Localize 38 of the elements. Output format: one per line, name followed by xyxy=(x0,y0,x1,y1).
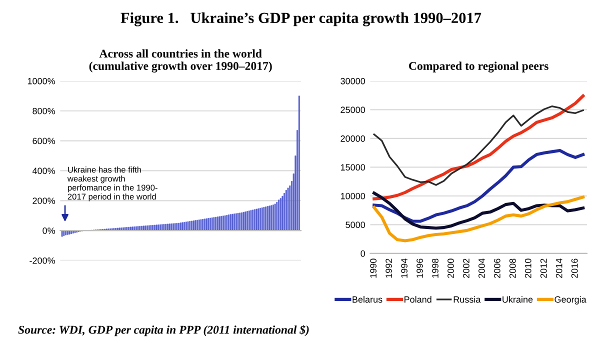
x-tick-label: 2004 xyxy=(478,258,485,278)
y-tick-label: 20000 xyxy=(340,135,366,142)
x-tick-label: 1998 xyxy=(432,258,438,278)
legend-label: Belarus xyxy=(352,296,382,303)
x-tick-label: 2016 xyxy=(571,258,578,278)
y-tick-label: 5000 xyxy=(346,222,366,228)
caption: Figure 1. Ukraine’s GDP per capita growth 1990–2017 xyxy=(120,12,482,26)
legend-label: Poland xyxy=(404,296,432,303)
y-tick-label: 0 xyxy=(360,250,366,257)
y-tick-label: 200% xyxy=(32,198,56,204)
legend-label: Ukraine xyxy=(502,296,533,303)
x-tick-label: 2000 xyxy=(448,258,454,278)
x-tick-label: 2010 xyxy=(524,258,532,278)
y-tick-label: 10000 xyxy=(340,192,366,200)
chart-title: Across all countries in the world (cumulative growth over 1990–2017) xyxy=(89,49,272,72)
legend-label: Georgia xyxy=(554,296,586,304)
x-tick-label: 1990 xyxy=(370,258,377,278)
y-tick-label: 400% xyxy=(32,168,56,174)
x-tick-label: 2012 xyxy=(540,258,547,278)
y-tick-label: -200% xyxy=(30,257,56,264)
x-tick-label: 1992 xyxy=(386,258,392,278)
chart-title: Compared to regional peers xyxy=(409,62,548,72)
y-tick-label: 1000% xyxy=(28,78,56,84)
y-tick-label: 0% xyxy=(42,228,56,234)
y-tick-label: 600% xyxy=(32,138,56,144)
x-tick-label: 2006 xyxy=(494,258,500,278)
x-tick-label: 2008 xyxy=(509,258,516,278)
legend-label: Russia xyxy=(454,296,481,303)
source-note: Source: WDI, GDP per capita in PPP (2011 international $) xyxy=(18,325,309,336)
x-tick-label: 2014 xyxy=(556,258,562,278)
x-tick-label: 2002 xyxy=(463,258,470,278)
y-tick-label: 800% xyxy=(32,108,56,114)
x-tick-label: 1994 xyxy=(401,258,408,278)
y-tick-label: 30000 xyxy=(340,78,366,84)
y-tick-label: 15000 xyxy=(340,164,366,171)
x-tick-label: 1996 xyxy=(416,258,423,278)
annotation: Ukraine has the fifth weakest growth perfomance in the 1990- 2017 period in the world xyxy=(67,166,158,202)
y-tick-label: 25000 xyxy=(340,106,366,114)
